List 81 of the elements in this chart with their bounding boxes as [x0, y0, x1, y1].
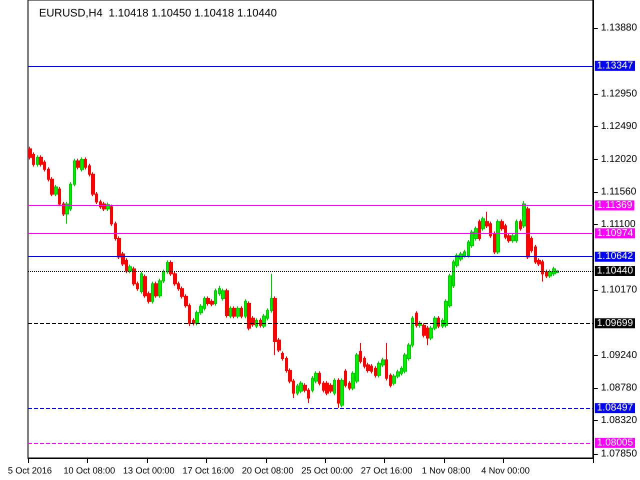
- ref-line-label: 1.08005: [596, 437, 634, 448]
- y-tick-label: 1.09240: [600, 350, 638, 362]
- candlestick: [236, 306, 240, 319]
- x-tick-label: 20 Oct 08:00: [242, 466, 294, 476]
- candlestick: [333, 378, 336, 396]
- x-tick-label: 10 Oct 08:00: [64, 466, 116, 476]
- y-tick-label: 1.11100: [600, 218, 636, 230]
- ref-line-label: 1.10974: [596, 228, 634, 239]
- candlestick: [504, 223, 507, 240]
- candlestick: [478, 218, 481, 242]
- candlestick: [299, 380, 303, 394]
- candlestick: [140, 271, 143, 294]
- candlestick: [210, 298, 214, 307]
- candlestick: [214, 288, 217, 306]
- candlestick: [515, 218, 518, 244]
- x-tick-label: 4 Nov 00:00: [481, 466, 530, 476]
- candlestick: [522, 200, 526, 228]
- candlestick: [273, 296, 277, 356]
- candlestick: [206, 296, 210, 306]
- candlestick: [481, 216, 485, 232]
- y-tick-label: 1.07850: [600, 448, 638, 460]
- candlestick: [203, 296, 206, 312]
- candlestick: [259, 318, 262, 328]
- candlestick: [329, 382, 333, 394]
- x-tick-label: 5 Oct 2016: [8, 466, 52, 476]
- x-tick-label: 1 Nov 08:00: [422, 466, 470, 476]
- candlestick: [80, 156, 84, 172]
- x-tick-label: 13 Oct 00:00: [123, 466, 175, 476]
- candlestick: [76, 158, 80, 170]
- candlestick: [255, 318, 258, 329]
- candlestick: [221, 288, 225, 302]
- candlestick: [244, 298, 247, 319]
- candlestick: [325, 380, 329, 396]
- candlestick: [151, 281, 154, 304]
- candlestick: [496, 218, 500, 255]
- x-tick-label: 17 Oct 16:00: [182, 466, 234, 476]
- candlestick: [154, 281, 158, 298]
- y-tick-label: 1.12490: [600, 120, 638, 132]
- candlestick: [374, 366, 377, 378]
- ref-line-label: 1.10642: [596, 251, 634, 262]
- candlestick: [232, 306, 236, 319]
- candlestick: [128, 264, 132, 274]
- candlestick: [552, 266, 556, 276]
- candlestick: [340, 378, 344, 408]
- candlestick: [36, 154, 39, 168]
- candlestick: [437, 316, 440, 329]
- candlestick: [229, 306, 232, 319]
- candlestick: [519, 218, 522, 232]
- ref-line-label: 1.08497: [596, 402, 634, 414]
- candlestick: [247, 300, 251, 331]
- x-tick-label: 27 Oct 16:00: [360, 466, 412, 476]
- ref-line-label: 1.09699: [596, 318, 634, 329]
- y-tick-label: 1.12950: [600, 88, 638, 100]
- y-tick-label: 1.08780: [600, 382, 638, 394]
- ref-line-label: 1.10440: [596, 265, 634, 276]
- candlestick: [225, 288, 229, 318]
- ref-line-label: 1.13347: [596, 60, 634, 72]
- y-tick-label: 1.11560: [600, 186, 637, 198]
- candlestick: [337, 378, 340, 408]
- candlestick: [166, 260, 169, 274]
- candlestick: [370, 364, 373, 374]
- x-tick-label: 25 Oct 00:00: [301, 466, 353, 476]
- ref-line-label: 1.11369: [596, 200, 633, 211]
- candlestick: [548, 269, 552, 279]
- y-tick-label: 1.13880: [600, 22, 638, 34]
- y-tick-label: 1.12020: [600, 154, 638, 165]
- candlestick: [132, 266, 136, 286]
- candlestick: [296, 383, 299, 396]
- candlestick: [415, 310, 418, 328]
- candlestick: [39, 154, 43, 168]
- candlestick: [240, 306, 243, 319]
- y-tick-label: 1.10170: [600, 284, 638, 296]
- candlestick: [377, 360, 381, 378]
- candlestick: [526, 206, 530, 260]
- candlestick: [426, 326, 429, 346]
- candlestick: [541, 259, 544, 282]
- text: EURUSD,H4 1.10418 1.10450 1.10418 1.10440: [39, 8, 277, 20]
- candlestick: [54, 184, 58, 197]
- y-tick-label: 1.08320: [600, 415, 638, 426]
- candlestick: [344, 368, 347, 388]
- candlestick: [392, 374, 396, 386]
